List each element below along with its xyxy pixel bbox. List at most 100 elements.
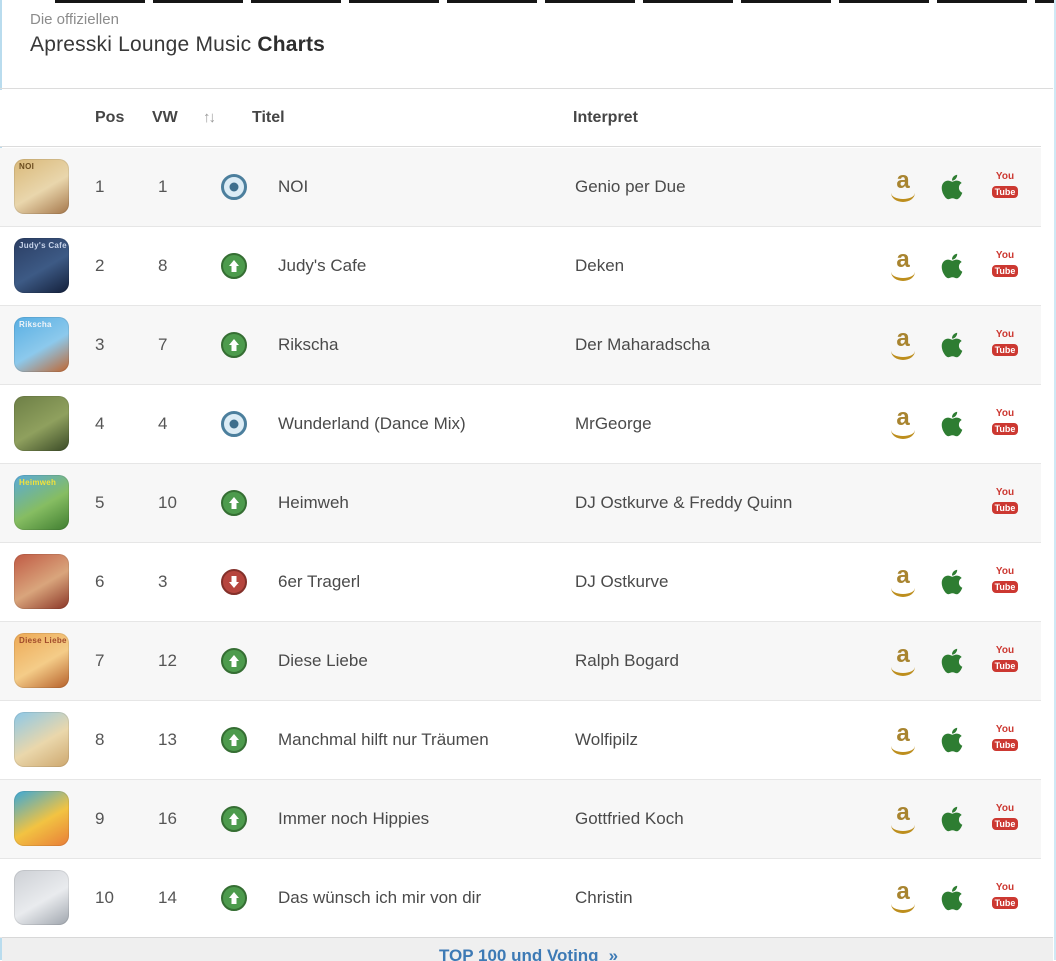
youtube-icon[interactable]: You Tube <box>990 725 1020 755</box>
amazon-icon[interactable]: a <box>888 878 918 915</box>
trend-icon <box>221 411 247 437</box>
store-links: a You Tube <box>0 701 1041 779</box>
album-art: Diese Liebe <box>14 633 69 688</box>
apple-icon[interactable] <box>940 331 964 359</box>
apple-logo-glyph <box>941 727 963 753</box>
album-art-label: NOI <box>19 162 35 171</box>
youtube-icon[interactable]: You Tube <box>990 409 1020 439</box>
top100-voting-link[interactable]: TOP 100 und Voting » <box>439 946 618 961</box>
youtube-you-text: You <box>995 329 1015 340</box>
store-links: a You Tube <box>0 622 1041 700</box>
trend-icon <box>221 490 247 516</box>
amazon-icon[interactable]: a <box>888 406 918 441</box>
album-art <box>14 554 69 609</box>
album-art <box>14 396 69 451</box>
table-row: Rikscha 3 7 Rikscha Der Maharadscha a Yo… <box>0 306 1041 385</box>
store-links: a You Tube <box>0 306 1041 384</box>
trend-icon <box>221 174 247 200</box>
youtube-you-text: You <box>995 724 1015 735</box>
previous-week-value: 14 <box>158 888 177 907</box>
trend-icon <box>221 806 247 832</box>
store-links: a You Tube <box>0 543 1041 621</box>
youtube-you-text: You <box>995 171 1015 182</box>
youtube-tube-text: Tube <box>991 818 1019 830</box>
album-art-label: Rikscha <box>19 320 52 329</box>
album-art <box>14 791 69 846</box>
apple-icon[interactable] <box>940 568 964 596</box>
trend-icon <box>221 253 247 279</box>
amazon-smile-swoosh <box>891 903 915 913</box>
youtube-icon[interactable]: You Tube <box>990 488 1020 518</box>
youtube-icon[interactable]: You Tube <box>990 251 1020 281</box>
previous-week-value: 10 <box>158 493 177 512</box>
song-title: Rikscha <box>278 335 339 354</box>
amazon-icon[interactable]: a <box>888 562 918 599</box>
song-title: Das wünsch ich mir von dir <box>278 888 482 907</box>
amazon-smile-swoosh <box>891 271 915 281</box>
apple-icon[interactable] <box>940 805 964 833</box>
youtube-you-text: You <box>995 408 1015 419</box>
youtube-icon[interactable]: You Tube <box>990 172 1020 202</box>
footer-bar: TOP 100 und Voting » <box>2 937 1053 961</box>
previous-week-value: 8 <box>158 256 168 275</box>
artist-name: Genio per Due <box>575 177 686 196</box>
amazon-letter: a <box>896 562 910 589</box>
youtube-tube-text: Tube <box>991 660 1019 672</box>
trend-icon <box>221 332 247 358</box>
youtube-icon[interactable]: You Tube <box>990 883 1020 913</box>
song-title: Wunderland (Dance Mix) <box>278 414 466 433</box>
apple-logo-glyph <box>941 648 963 674</box>
youtube-icon[interactable]: You Tube <box>990 330 1020 360</box>
page-header: Die offiziellen Apresski Lounge Music Ch… <box>30 10 325 60</box>
amazon-smile-swoosh <box>891 350 915 360</box>
youtube-icon[interactable]: You Tube <box>990 804 1020 834</box>
apple-icon[interactable] <box>940 647 964 675</box>
amazon-letter: a <box>896 325 910 352</box>
apple-icon[interactable] <box>940 884 964 912</box>
amazon-icon[interactable]: a <box>888 801 918 836</box>
album-art: NOI <box>14 159 69 214</box>
store-links: a You Tube <box>0 385 1041 463</box>
amazon-icon[interactable]: a <box>888 641 918 678</box>
song-title: Manchmal hilft nur Träumen <box>278 730 489 749</box>
artist-name: Christin <box>575 888 633 907</box>
youtube-tube-text: Tube <box>991 344 1019 356</box>
album-art-label: Judy's Cafe <box>19 241 67 250</box>
amazon-letter: a <box>896 641 910 668</box>
apple-icon[interactable] <box>940 410 964 438</box>
artist-name: Deken <box>575 256 625 275</box>
amazon-icon[interactable]: a <box>888 325 918 362</box>
amazon-icon[interactable]: a <box>888 722 918 757</box>
amazon-icon[interactable]: a <box>888 248 918 283</box>
apple-icon[interactable] <box>940 173 964 201</box>
youtube-tube-text: Tube <box>991 186 1019 198</box>
album-art-label: Heimweh <box>19 478 57 487</box>
apple-logo-glyph <box>941 253 963 279</box>
column-header-interpret: Interpret <box>573 109 638 126</box>
amazon-icon[interactable]: a <box>888 169 918 204</box>
store-links: a You Tube <box>0 227 1041 305</box>
previous-week-value: 13 <box>158 730 177 749</box>
youtube-you-text: You <box>995 487 1015 498</box>
position-value: 3 <box>95 335 105 354</box>
sort-arrows-icon[interactable]: ↑↓ <box>203 109 216 126</box>
store-links: a You Tube <box>0 780 1041 858</box>
youtube-you-text: You <box>995 803 1015 814</box>
song-title: Immer noch Hippies <box>278 809 430 828</box>
apple-icon[interactable] <box>940 726 964 754</box>
youtube-icon[interactable]: You Tube <box>990 646 1020 676</box>
youtube-you-text: You <box>995 566 1015 577</box>
page-title-regular: Apresski Lounge Music <box>30 33 258 56</box>
column-header-pos: Pos <box>95 109 125 126</box>
table-row: Judy's Cafe 2 8 Judy's Cafe Deken a You … <box>0 227 1041 306</box>
trend-icon <box>221 648 247 674</box>
amazon-letter: a <box>896 878 910 905</box>
page-title: Apresski Lounge Music Charts <box>30 30 325 60</box>
column-header-divider <box>0 146 1041 147</box>
apple-logo-glyph <box>941 174 963 200</box>
album-art-label: Diese Liebe <box>19 636 67 645</box>
amazon-smile-swoosh <box>891 587 915 597</box>
youtube-icon[interactable]: You Tube <box>990 567 1020 597</box>
apple-icon[interactable] <box>940 252 964 280</box>
amazon-smile-swoosh <box>891 429 915 439</box>
